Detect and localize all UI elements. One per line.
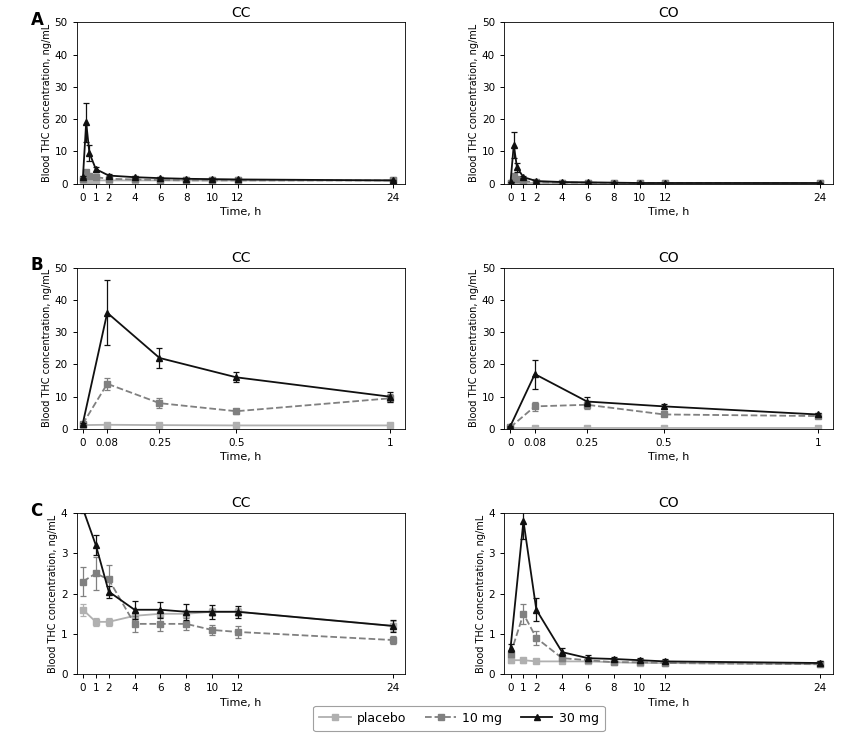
Text: A: A (31, 11, 43, 29)
Y-axis label: Blood THC concentration, ng/mL: Blood THC concentration, ng/mL (48, 514, 58, 673)
Title: CO: CO (658, 251, 679, 265)
Text: B: B (31, 256, 43, 274)
Title: CC: CC (231, 251, 251, 265)
Title: CC: CC (231, 6, 251, 20)
Title: CO: CO (658, 6, 679, 20)
Title: CO: CO (658, 496, 679, 511)
X-axis label: Time, h: Time, h (220, 207, 262, 217)
Y-axis label: Blood THC concentration, ng/mL: Blood THC concentration, ng/mL (469, 269, 479, 428)
X-axis label: Time, h: Time, h (220, 452, 262, 462)
Y-axis label: Blood THC concentration, ng/mL: Blood THC concentration, ng/mL (42, 269, 52, 428)
Y-axis label: Blood THC concentration, ng/mL: Blood THC concentration, ng/mL (42, 24, 52, 182)
Title: CC: CC (231, 496, 251, 511)
Legend: placebo, 10 mg, 30 mg: placebo, 10 mg, 30 mg (313, 705, 605, 731)
Y-axis label: Blood THC concentration, ng/mL: Blood THC concentration, ng/mL (469, 24, 479, 182)
X-axis label: Time, h: Time, h (648, 452, 689, 462)
Y-axis label: Blood THC concentration, ng/mL: Blood THC concentration, ng/mL (476, 514, 485, 673)
X-axis label: Time, h: Time, h (648, 207, 689, 217)
X-axis label: Time, h: Time, h (648, 697, 689, 708)
Text: C: C (31, 502, 42, 519)
X-axis label: Time, h: Time, h (220, 697, 262, 708)
